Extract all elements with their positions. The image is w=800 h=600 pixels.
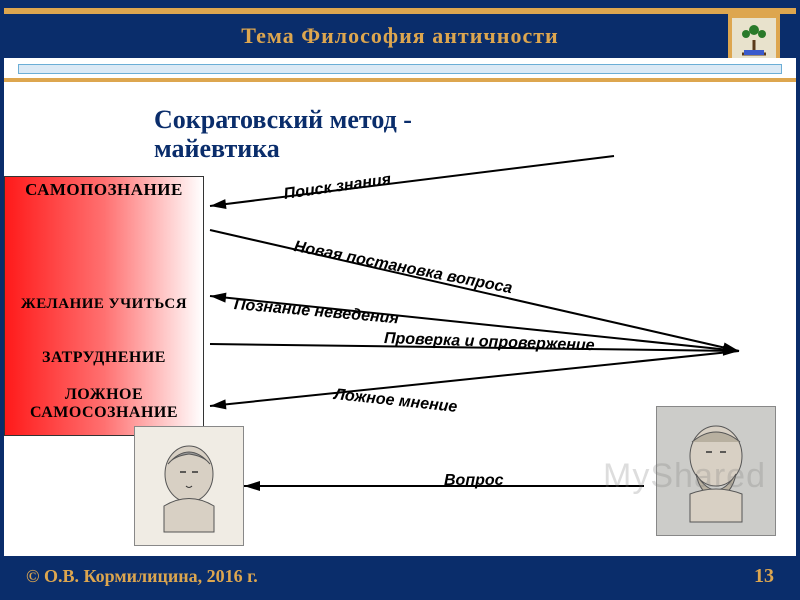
slide-title: Тема Философия античности	[241, 23, 558, 49]
slide-frame: Тема Философия античности Сократовский м…	[0, 0, 800, 600]
copyright-text: © О.В. Кормилицина, 2016 г.	[26, 566, 258, 587]
sub-header-band	[4, 58, 796, 82]
bust-student-icon	[134, 426, 244, 546]
page-number: 13	[754, 565, 774, 588]
footer-bar: © О.В. Кормилицина, 2016 г. 13	[4, 556, 796, 596]
arrow-label: Вопрос	[444, 472, 504, 490]
title-bar: Тема Философия античности	[4, 14, 796, 58]
watermark-text: MyShared	[603, 457, 766, 496]
content-area: Сократовский метод - майевтика САМОПОЗНА…	[4, 86, 796, 556]
decorative-line	[18, 64, 782, 74]
